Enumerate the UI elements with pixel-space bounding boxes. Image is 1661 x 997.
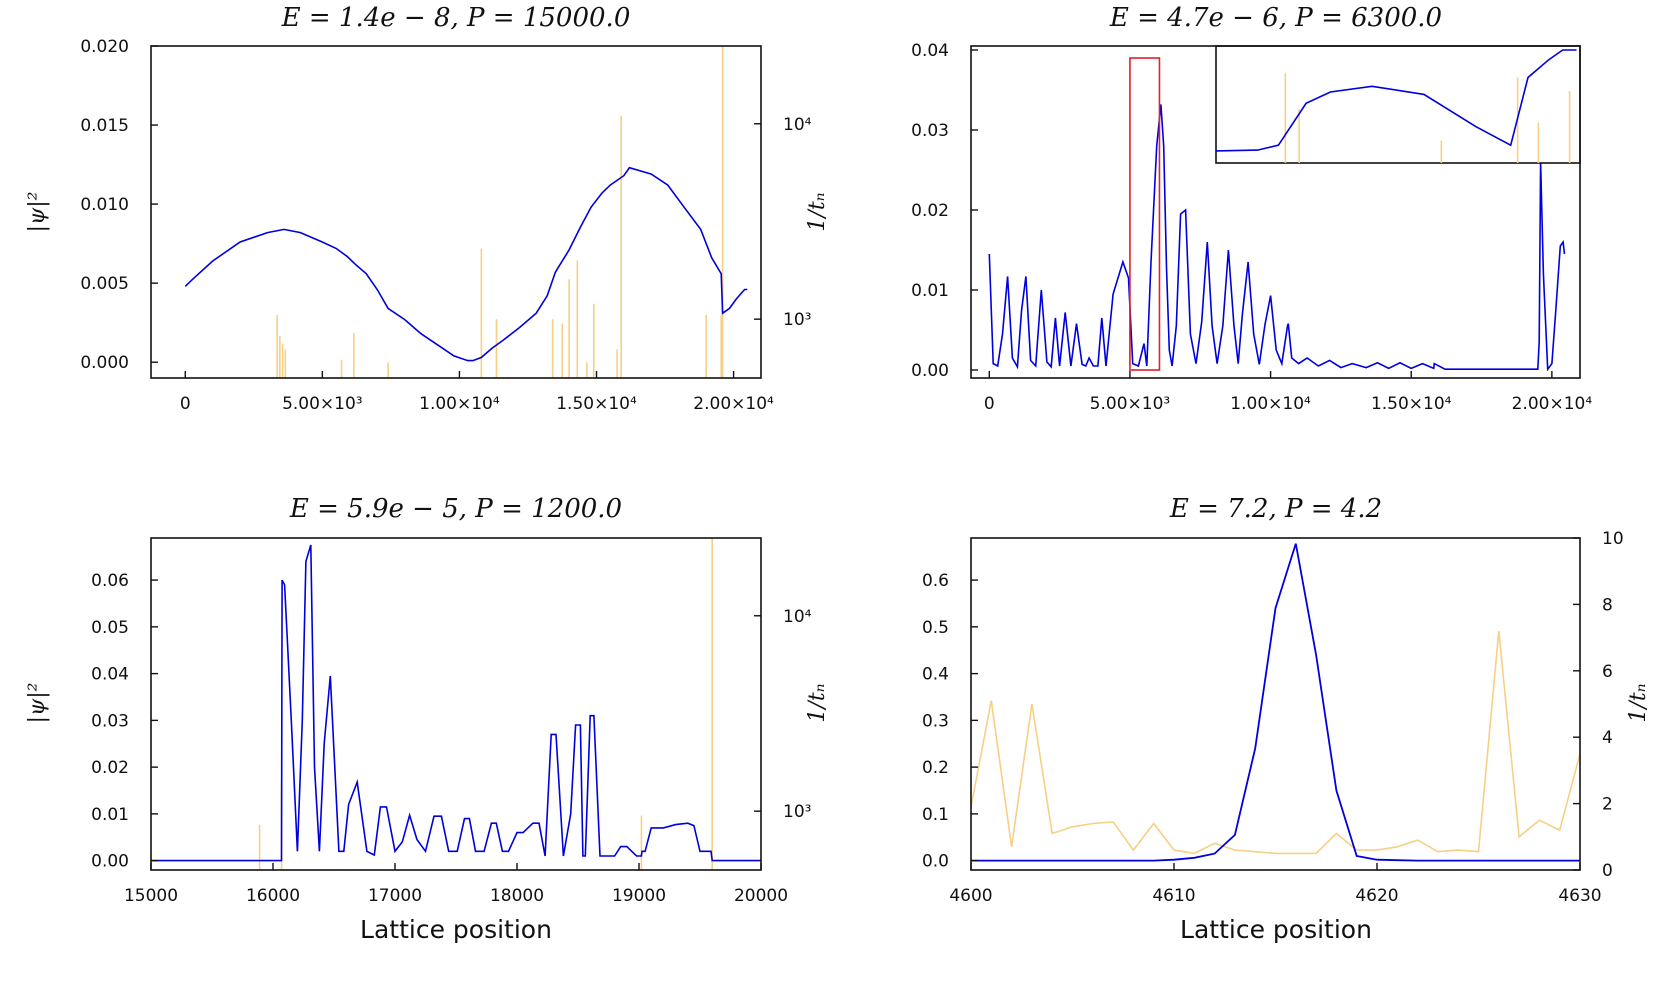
panel-2: E = 4.7e − 6, P = 6300.0 0 5.00×10³ 1.00×1… (911, 3, 1592, 414)
panel-3-y2label: 1/tₙ (805, 683, 830, 722)
p3-ytick-label: 0.02 (91, 758, 129, 778)
p2-xtick-label: 1.00×10⁴ (1230, 394, 1311, 414)
p3-xtick-label: 19000 (612, 886, 666, 906)
p3-xtick-label: 20000 (734, 886, 788, 906)
panel-3-frame (150, 537, 762, 871)
p3-psi-line (151, 544, 761, 862)
p1-y2tick-label: 10³ (783, 310, 811, 330)
panel-1-title: E = 1.4e − 8, P = 15000.0 (281, 3, 631, 33)
p3-ytick-label: 0.03 (91, 711, 129, 731)
panel-4-frame (970, 537, 1581, 871)
panel-4: E = 7.2, P = 4.2 4600 4610 4620 46300.00.10… (922, 494, 1651, 944)
p1-ytick-label: 0.000 (80, 353, 129, 373)
p4-psi-line (971, 543, 1580, 862)
p3-ytick-label: 0.01 (91, 805, 129, 825)
p2-xtick-label: 0 (984, 394, 995, 414)
p2-xtick-label: 2.00×10⁴ (1512, 394, 1593, 414)
panel-1: E = 1.4e − 8, P = 15000.0 0 5.00×10³ 1.00×… (25, 3, 830, 414)
panel-4-y2label: 1/tₙ (1626, 683, 1651, 722)
p4-ytick-label: 0.3 (922, 711, 949, 731)
panel-3-ylabel: |ψ|² (25, 683, 50, 724)
p4-ytick-label: 0.0 (922, 852, 949, 872)
p3-ytick-label: 0.00 (91, 852, 129, 872)
p3-xtick-label: 15000 (124, 886, 178, 906)
p3-xtick-label: 18000 (490, 886, 544, 906)
p3-xtick-label: 16000 (246, 886, 300, 906)
panel-2-inset-frame (1215, 45, 1581, 164)
p3-ytick-label: 0.05 (91, 618, 129, 638)
panel-4-title: E = 7.2, P = 4.2 (1169, 494, 1382, 524)
p4-xtick-label: 4600 (949, 886, 992, 906)
p1-xtick-label: 0 (180, 394, 191, 414)
p3-ytick-label: 0.06 (91, 571, 129, 591)
p1-y2tick-label: 10⁴ (783, 115, 812, 135)
p2-ytick-label: 0.04 (911, 41, 949, 61)
p4-y2tick-label: 8 (1602, 595, 1613, 615)
p4-y2tick-label: 2 (1602, 795, 1613, 815)
panel-1-y2label: 1/tₙ (805, 192, 830, 231)
p2-inset-psi-line (1215, 49, 1577, 152)
p3-y2tick-label: 10⁴ (783, 607, 812, 627)
panel-1-frame (150, 45, 762, 379)
p1-ytick-label: 0.020 (80, 37, 129, 57)
panel-3-xlabel: Lattice position (360, 915, 552, 944)
p2-ytick-label: 0.01 (911, 281, 949, 301)
p4-xtick-label: 4610 (1152, 886, 1195, 906)
panel-2-frame (970, 45, 1581, 379)
p1-xtick-label: 1.50×10⁴ (556, 394, 637, 414)
p4-y2tick-label: 10 (1602, 529, 1624, 549)
p4-xtick-label: 4630 (1558, 886, 1601, 906)
p1-ytick-label: 0.005 (80, 274, 129, 294)
p2-ytick-label: 0.03 (911, 121, 949, 141)
p2-ytick-label: 0.00 (911, 361, 949, 381)
panel-2-title: E = 4.7e − 6, P = 6300.0 (1109, 3, 1442, 33)
p1-xtick-label: 1.00×10⁴ (419, 394, 500, 414)
p2-xtick-label: 5.00×10³ (1090, 394, 1171, 414)
p1-ytick-label: 0.010 (80, 195, 129, 215)
p4-y2tick-label: 6 (1602, 662, 1613, 682)
p1-xtick-label: 2.00×10⁴ (693, 394, 774, 414)
p4-ytick-label: 0.1 (922, 805, 949, 825)
p2-psi-line (988, 104, 1566, 372)
panel-3: E = 5.9e − 5, P = 1200.0 15000 16000 17000… (25, 494, 830, 944)
p4-ytick-label: 0.6 (922, 571, 949, 591)
p2-xtick-label: 1.50×10⁴ (1371, 394, 1452, 414)
p4-ytick-label: 0.5 (922, 618, 949, 638)
p4-y2tick-label: 0 (1602, 861, 1613, 881)
p1-xtick-label: 5.00×10³ (282, 394, 363, 414)
p4-y2tick-label: 4 (1602, 728, 1613, 748)
p4-xtick-label: 4620 (1355, 886, 1398, 906)
p3-xtick-label: 17000 (368, 886, 422, 906)
p4-tn-line (970, 630, 1581, 855)
p1-psi-line (184, 166, 748, 362)
p3-y2tick-label: 10³ (783, 802, 811, 822)
panel-3-title: E = 5.9e − 5, P = 1200.0 (289, 494, 622, 524)
p2-ytick-label: 0.02 (911, 201, 949, 221)
panel-1-ylabel: |ψ|² (25, 192, 50, 233)
p4-ytick-label: 0.4 (922, 665, 949, 685)
p3-ytick-label: 0.04 (91, 665, 129, 685)
p4-ytick-label: 0.2 (922, 758, 949, 778)
panel-4-xlabel: Lattice position (1180, 915, 1372, 944)
p1-ytick-label: 0.015 (80, 116, 129, 136)
panel-2-zoom-box (1129, 57, 1161, 371)
